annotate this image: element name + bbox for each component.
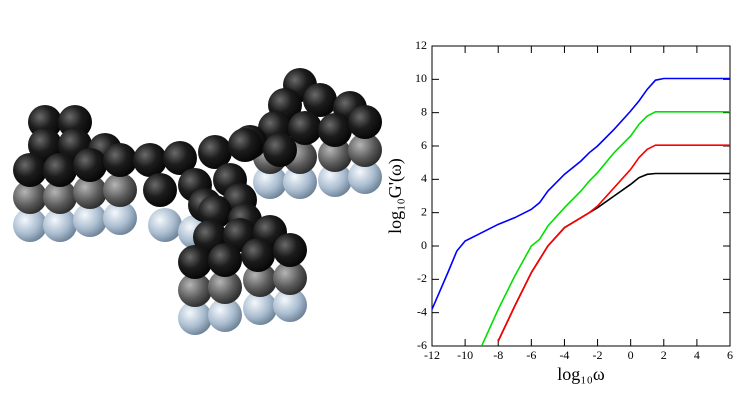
series-line <box>497 172 730 342</box>
sphere <box>348 105 382 139</box>
sphere <box>283 165 317 199</box>
x-tick-label: -12 <box>424 348 440 362</box>
sphere <box>318 113 352 147</box>
x-tick-label: -6 <box>526 348 536 362</box>
sphere <box>243 263 277 297</box>
molecule-illustration <box>13 68 382 335</box>
sphere <box>103 201 137 235</box>
y-tick-label: -2 <box>417 271 427 285</box>
sphere <box>13 153 47 187</box>
sphere <box>208 243 242 277</box>
plot: -12 -10 -8 -6 -4 -2 0 2 4 6 -6 -4 -2 0 2 4 6 8 10 12 <box>415 38 733 362</box>
sphere <box>73 203 107 237</box>
sphere <box>228 128 262 162</box>
x-axis-label: log₁₀ω <box>557 364 605 384</box>
y-tick-label: -4 <box>417 304 427 318</box>
x-tick-label: 0 <box>628 348 634 362</box>
plot-frame <box>431 45 731 347</box>
sphere <box>273 288 307 322</box>
sphere <box>103 173 137 207</box>
sphere <box>273 233 307 267</box>
sphere <box>198 135 232 169</box>
sphere <box>263 133 297 167</box>
sphere <box>73 175 107 209</box>
x-tick-label: 6 <box>727 348 733 362</box>
y-tick-label: 4 <box>421 171 427 185</box>
sphere <box>43 180 77 214</box>
x-tick-label: 4 <box>694 348 700 362</box>
sphere <box>13 208 47 242</box>
y-tick-label: 2 <box>421 204 427 218</box>
sphere <box>253 165 287 199</box>
series-line <box>432 77 730 310</box>
sphere <box>318 163 352 197</box>
sphere <box>288 111 322 145</box>
sphere <box>143 173 177 207</box>
x-tick-label: -2 <box>593 348 603 362</box>
x-tick-label: -8 <box>493 348 503 362</box>
sphere <box>43 153 77 187</box>
y-tick-label: 12 <box>415 38 427 52</box>
sphere <box>273 261 307 295</box>
y-tick-label: 0 <box>421 238 427 252</box>
sphere <box>243 291 277 325</box>
sphere <box>163 141 197 175</box>
x-tick-label: -10 <box>457 348 473 362</box>
sphere <box>28 128 62 162</box>
y-tick-label: 8 <box>421 104 427 118</box>
series-line <box>497 144 730 342</box>
y-tick-label: 10 <box>415 71 427 85</box>
series-line <box>480 111 730 346</box>
sphere <box>303 83 337 117</box>
sphere <box>178 301 212 335</box>
sphere <box>73 148 107 182</box>
sphere <box>103 143 137 177</box>
sphere <box>241 238 275 272</box>
sphere <box>348 160 382 194</box>
sphere <box>318 138 352 172</box>
sphere <box>208 298 242 332</box>
sphere <box>178 273 212 307</box>
y-tick-label: 6 <box>421 138 427 152</box>
sphere <box>43 208 77 242</box>
sphere <box>208 270 242 304</box>
y-axis-label: log₁₀G'(ω) <box>385 158 406 234</box>
x-tick-label: 2 <box>661 348 667 362</box>
sphere <box>13 180 47 214</box>
sphere <box>148 208 182 242</box>
sphere <box>348 133 382 167</box>
sphere <box>133 143 167 177</box>
y-tick-label: -6 <box>417 338 427 352</box>
sphere <box>178 245 212 279</box>
x-tick-label: -4 <box>559 348 569 362</box>
